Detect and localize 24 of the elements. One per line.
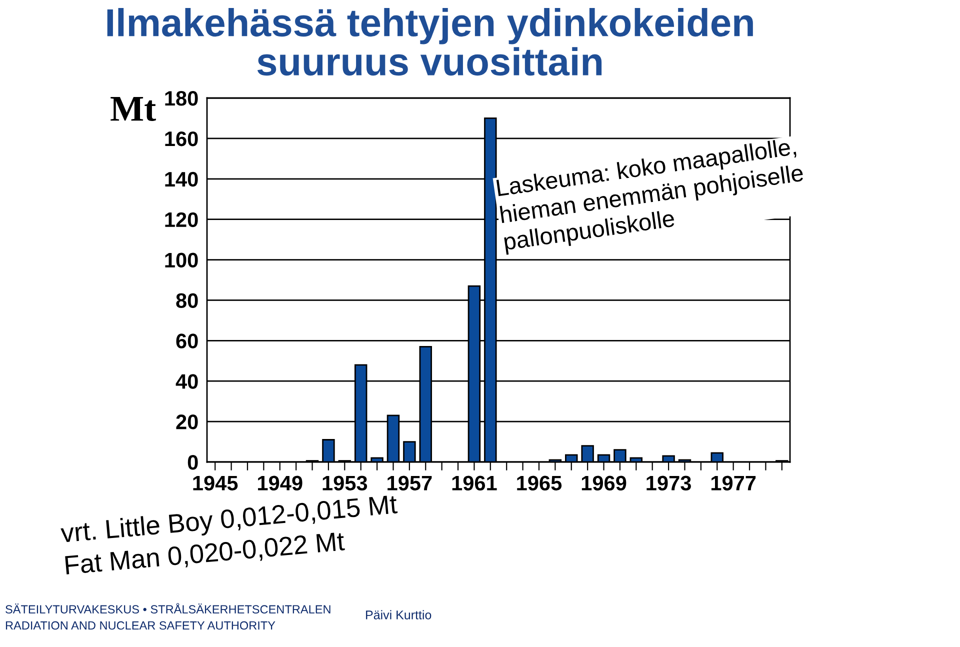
x-tick-label: 1957 [388, 476, 432, 490]
y-tick-label: 180 [165, 91, 198, 106]
y-tick-label: 100 [165, 252, 198, 268]
x-tick-label: 1953 [322, 476, 368, 491]
y-tick-label: 160 [165, 131, 198, 146]
x-tick-label: 1965 [517, 476, 562, 490]
x-tick-label: 1961 [452, 476, 497, 490]
text: Päivi Kurttio [366, 610, 432, 620]
y-tick-label: 80 [176, 293, 198, 308]
x-tick-label: 1973 [646, 476, 691, 491]
y-axis-title: Mt [110, 97, 156, 122]
x-tick-label: 1977 [711, 476, 756, 490]
chart-title: Ilmakehässä tehtyjen ydinkokeiden suuruus vuosittain [107, 8, 753, 76]
y-tick-label: 120 [165, 212, 198, 228]
x-tick-label: 1945 [193, 476, 238, 490]
y-tick-label: 60 [176, 334, 198, 348]
y-tick-label: 140 [165, 172, 198, 187]
text: vrt. Little Boy 0,012-0,015 Mt Fat Man 0,020-0,022 Mt [60, 494, 398, 578]
y-tick-label: 20 [176, 414, 198, 430]
y-tick-label: 40 [176, 374, 198, 389]
y-tick-label: 0 [188, 455, 198, 470]
text: SÄTEILYTURVAKESKUS • STRÅLSÄKERHETSCENTRALEN RADIATION AND NUCLEAR SAFETY AUTHORITY [6, 603, 330, 630]
x-tick-label: 1969 [582, 476, 626, 490]
x-tick-label: 1949 [258, 476, 302, 490]
